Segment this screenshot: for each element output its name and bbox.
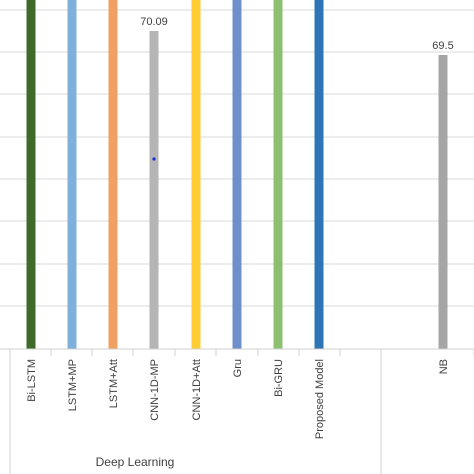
bars xyxy=(26,0,448,350)
category-label: CNN-1D+Att xyxy=(191,359,203,420)
group-labels: Deep Learning xyxy=(96,455,175,469)
data-label: 69.5 xyxy=(432,40,453,52)
bar xyxy=(108,0,118,349)
category-label: LSTM+MP xyxy=(67,359,79,411)
bar xyxy=(149,30,159,350)
bar xyxy=(273,0,283,350)
category-label: Bi-LSTM xyxy=(26,359,38,402)
bar xyxy=(26,0,36,349)
bar xyxy=(314,0,324,349)
category-label: Proposed Model xyxy=(314,359,326,439)
x-axis xyxy=(0,348,474,474)
group-label: Deep Learning xyxy=(96,455,175,469)
bar xyxy=(67,0,77,349)
category-label: CNN-1D-MP xyxy=(149,359,161,421)
category-label: LSTM+Att xyxy=(108,359,120,408)
category-label: NB xyxy=(438,359,450,374)
bar xyxy=(191,0,201,350)
bar xyxy=(438,55,448,349)
data-label: 70.09 xyxy=(140,16,168,28)
bar xyxy=(232,0,242,349)
stray-dot-marker xyxy=(152,157,156,161)
value-labels: 76.572.1574.870.0973.872.575.677.6169.5 xyxy=(140,16,453,52)
category-label: Gru xyxy=(232,359,244,377)
category-labels: Bi-LSTM LSTM+MP LSTM+Att CNN-1D-MP CNN-1D+At… xyxy=(26,359,450,439)
category-label: Bi-GRU xyxy=(273,359,285,397)
